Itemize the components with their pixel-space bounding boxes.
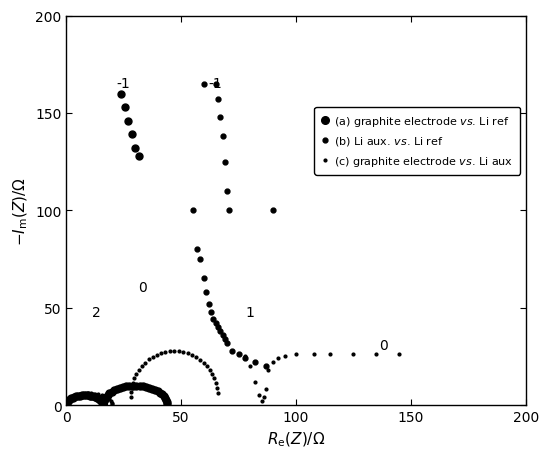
Text: 2: 2 — [92, 306, 101, 320]
Text: -1: -1 — [117, 77, 130, 90]
Text: 0: 0 — [138, 280, 146, 294]
Text: 1: 1 — [246, 306, 255, 320]
Y-axis label: $-I_{\mathrm{m}}(Z)/\Omega$: $-I_{\mathrm{m}}(Z)/\Omega$ — [11, 177, 30, 245]
X-axis label: $R_{\mathrm{e}}(Z)/\Omega$: $R_{\mathrm{e}}(Z)/\Omega$ — [267, 430, 325, 448]
Text: -1: -1 — [209, 77, 223, 90]
Text: 0: 0 — [379, 339, 388, 353]
Legend: (a) graphite electrode $\mathit{vs}$. Li ref, (b) Li aux. $\mathit{vs}$. Li ref,: (a) graphite electrode $\mathit{vs}$. Li… — [315, 107, 520, 175]
